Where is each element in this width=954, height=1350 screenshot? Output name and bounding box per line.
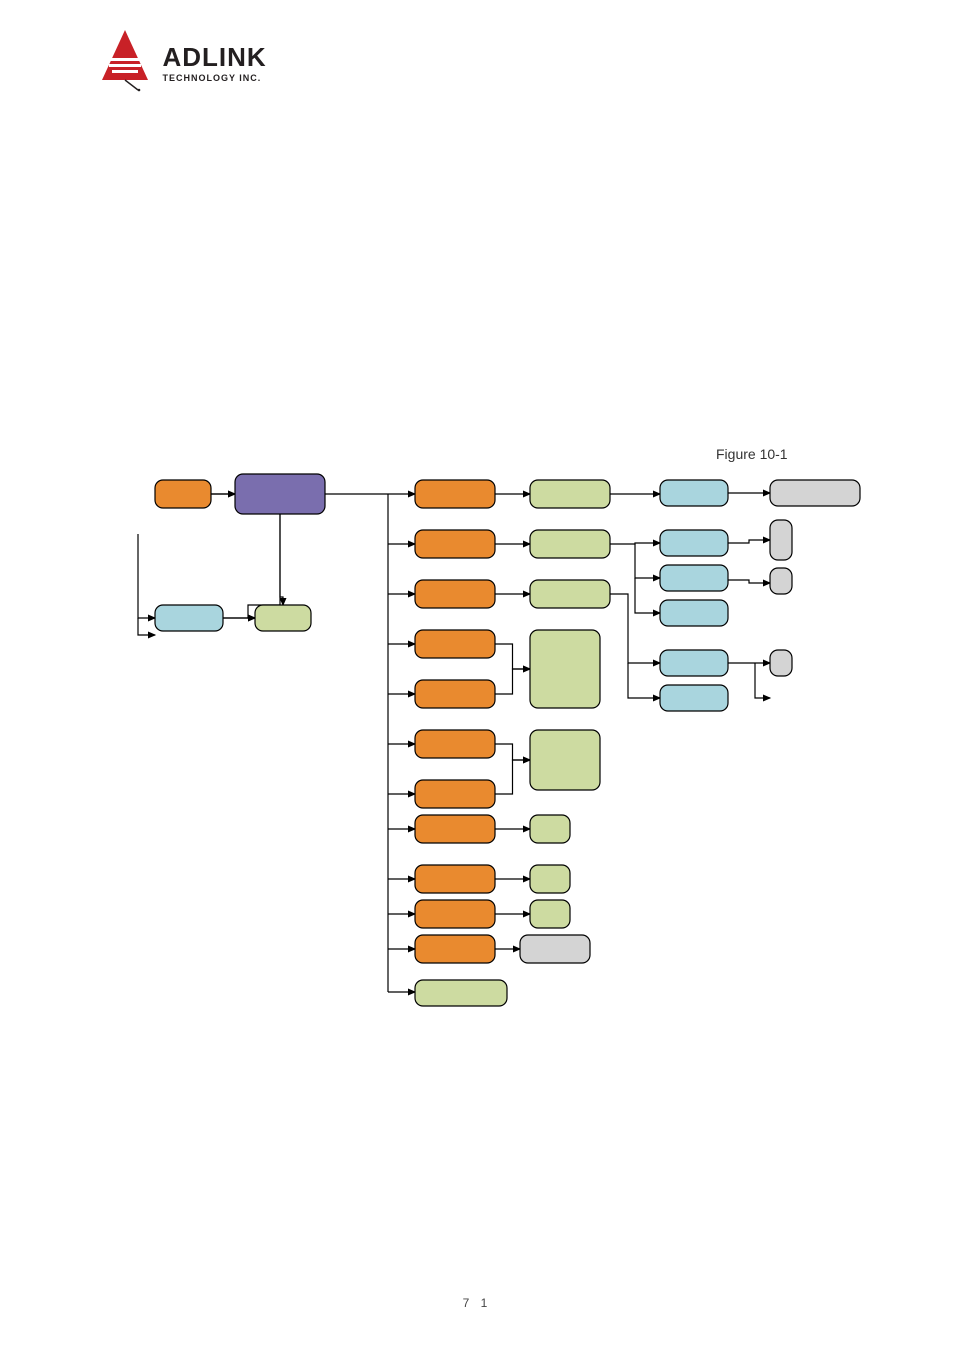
node-c12 [415,980,507,1006]
node-c8 [415,815,495,843]
node-b6 [660,685,728,711]
node-c2 [415,530,495,558]
node-g5 [530,730,600,790]
node-g6 [530,815,570,843]
node-n_sub_blue [155,605,223,631]
node-b2 [660,530,728,556]
node-c11 [415,935,495,963]
node-g4 [530,630,600,708]
node-r4 [770,650,792,676]
node-g7 [530,865,570,893]
node-c5 [415,680,495,708]
flowchart-diagram [0,0,954,1350]
node-r3 [770,568,792,594]
node-g9 [520,935,590,963]
node-c9 [415,865,495,893]
node-c4 [415,630,495,658]
node-b5 [660,650,728,676]
node-c7 [415,780,495,808]
node-b1 [660,480,728,506]
node-r2 [770,520,792,560]
node-g1 [530,480,610,508]
node-n_start [155,480,211,508]
node-c10 [415,900,495,928]
node-g8 [530,900,570,928]
node-b3 [660,565,728,591]
node-r1 [770,480,860,506]
node-g3 [530,580,610,608]
page-number: 7 1 [0,1296,954,1310]
node-c3 [415,580,495,608]
node-c6 [415,730,495,758]
node-n_main [235,474,325,514]
node-c1 [415,480,495,508]
node-g2 [530,530,610,558]
node-n_sub_green [255,605,311,631]
node-b4 [660,600,728,626]
